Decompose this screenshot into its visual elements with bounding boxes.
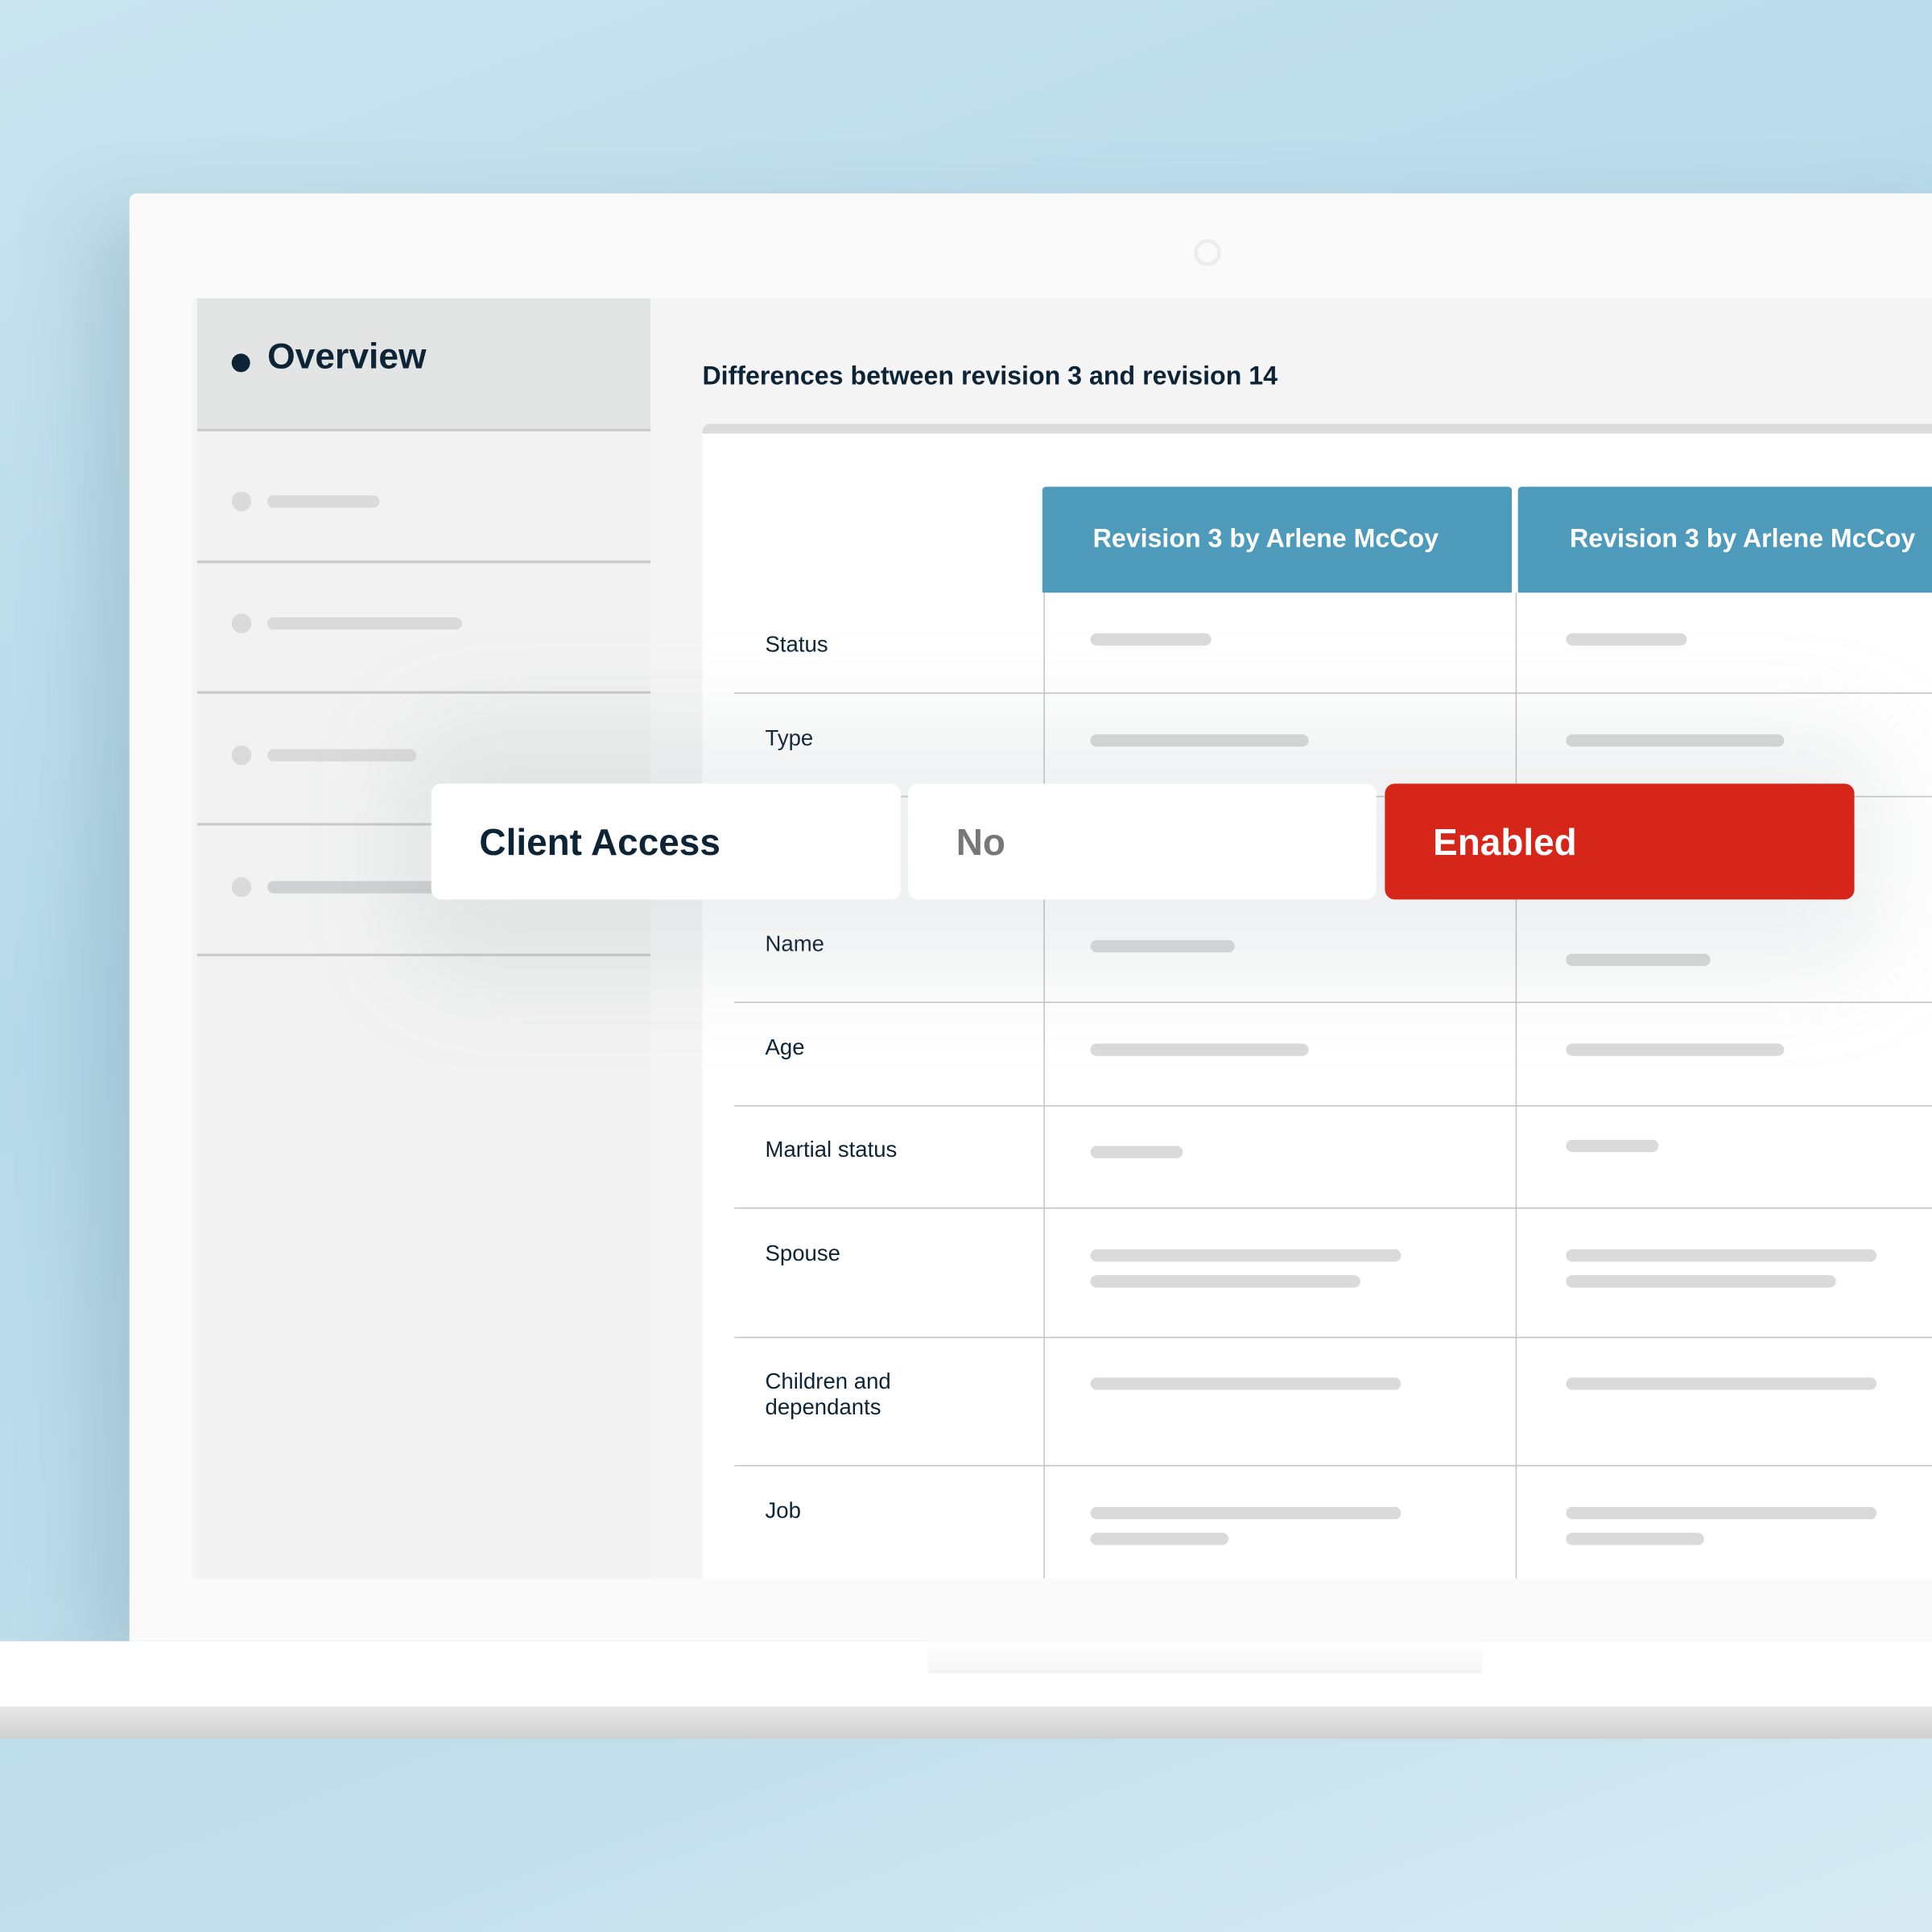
placeholder-bar bbox=[1090, 1249, 1402, 1262]
row-label: Children and dependants bbox=[765, 1368, 891, 1420]
placeholder-bar bbox=[267, 881, 452, 894]
placeholder-bar bbox=[1566, 1249, 1877, 1262]
placeholder-bar bbox=[1090, 1533, 1229, 1546]
column-header: Revision 3 by Arlene McCoy bbox=[1517, 486, 1932, 593]
bullet-icon bbox=[231, 613, 252, 634]
placeholder-bar bbox=[1566, 734, 1785, 747]
placeholder-bar bbox=[267, 495, 380, 508]
bullet-icon bbox=[231, 353, 250, 373]
placeholder-bar bbox=[1566, 1043, 1785, 1056]
row-label: Martial status bbox=[765, 1137, 898, 1162]
row-divider bbox=[734, 692, 1932, 694]
row-label: Job bbox=[765, 1498, 801, 1523]
placeholder-bar bbox=[1566, 1506, 1877, 1520]
row-divider bbox=[734, 1464, 1932, 1467]
placeholder-bar bbox=[1566, 953, 1711, 966]
sidebar-item[interactable] bbox=[196, 430, 651, 564]
bullet-icon bbox=[231, 491, 252, 512]
placeholder-bar bbox=[267, 617, 462, 630]
diff-table: Revision 3 by Arlene McCoy Revision 3 by… bbox=[702, 423, 1932, 1579]
placeholder-bar bbox=[1566, 1533, 1704, 1546]
camera-icon bbox=[1194, 238, 1221, 266]
placeholder-bar bbox=[1090, 1506, 1402, 1520]
row-label: Age bbox=[765, 1034, 805, 1060]
column-header: Revision 3 by Arlene McCoy bbox=[1042, 486, 1513, 593]
row-label: Spouse bbox=[765, 1241, 840, 1265]
placeholder-bar bbox=[1566, 1377, 1877, 1390]
laptop-base-edge bbox=[0, 1706, 1932, 1739]
screen: Overview Differences between revision 3 … bbox=[192, 298, 1932, 1579]
row-divider bbox=[734, 1104, 1932, 1107]
placeholder-bar bbox=[1090, 633, 1212, 646]
bullet-icon bbox=[231, 745, 252, 766]
placeholder-bar bbox=[1566, 633, 1687, 646]
bullet-icon bbox=[231, 877, 252, 898]
placeholder-bar bbox=[1090, 1377, 1402, 1390]
sidebar: Overview bbox=[196, 298, 651, 1579]
highlight-old-value: No bbox=[908, 783, 1377, 900]
sidebar-item-overview[interactable]: Overview bbox=[196, 298, 651, 431]
row-label: Type bbox=[765, 725, 814, 751]
laptop-notch bbox=[927, 1641, 1483, 1674]
highlight-field-label: Client Access bbox=[431, 783, 901, 900]
column-divider bbox=[1043, 592, 1045, 1579]
row-divider bbox=[734, 1207, 1932, 1209]
placeholder-bar bbox=[1090, 939, 1235, 953]
placeholder-bar bbox=[1566, 1275, 1836, 1288]
column-divider bbox=[1515, 592, 1517, 1579]
row-label: Status bbox=[765, 632, 828, 657]
placeholder-bar bbox=[1090, 1043, 1309, 1056]
sidebar-item[interactable] bbox=[196, 692, 651, 826]
sidebar-item[interactable] bbox=[196, 560, 651, 694]
row-divider bbox=[734, 1001, 1932, 1003]
sidebar-item-label: Overview bbox=[267, 337, 427, 378]
placeholder-bar bbox=[1090, 1275, 1360, 1288]
row-divider bbox=[734, 1336, 1932, 1339]
placeholder-bar bbox=[1566, 1139, 1659, 1153]
highlight-new-value: Enabled bbox=[1385, 783, 1855, 900]
placeholder-bar bbox=[1090, 1146, 1183, 1158]
row-label: Name bbox=[765, 931, 825, 956]
placeholder-bar bbox=[267, 749, 417, 762]
page-title: Differences between revision 3 and revis… bbox=[702, 361, 1278, 391]
placeholder-bar bbox=[1090, 734, 1309, 747]
sidebar-item[interactable] bbox=[196, 823, 651, 956]
